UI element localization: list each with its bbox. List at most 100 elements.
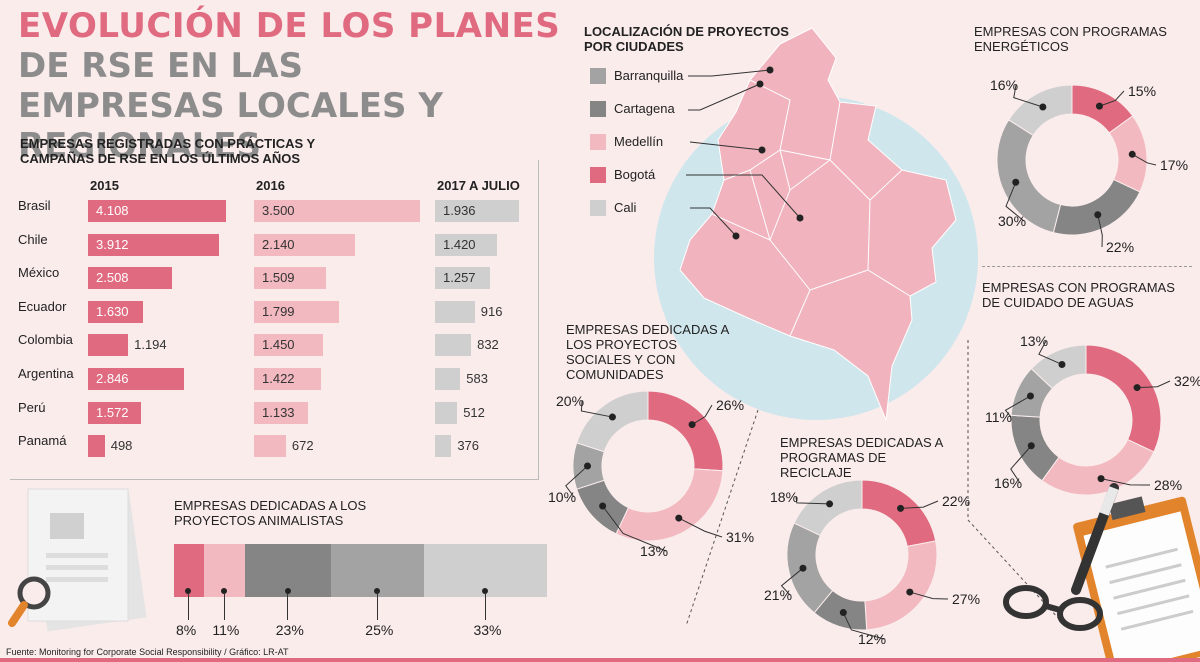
legend-label: Bogotá (614, 167, 656, 182)
slice-marker (584, 462, 591, 470)
divider-vertical (538, 160, 539, 480)
slice-percent-label: 16% (994, 475, 1022, 491)
bar-0 (88, 233, 220, 256)
country-label: Argentina (18, 366, 74, 381)
slice-leader (795, 496, 830, 505)
slice-marker (599, 502, 607, 510)
slice-leader (1004, 395, 1031, 418)
bar-0 (88, 267, 173, 290)
country-label: Panamá (18, 433, 67, 449)
slice-marker (688, 421, 696, 429)
donut-5: 22% 27% 12% 21% 18% (764, 479, 980, 647)
segment-percent-label: 11% (212, 622, 240, 638)
bar-value-label: 1.194 (134, 337, 167, 353)
bar-0 (88, 334, 129, 357)
slice-leader (602, 505, 667, 552)
slice-marker (799, 564, 807, 572)
bar-0 (88, 200, 226, 222)
segment-leader (376, 594, 378, 620)
bar-2 (435, 435, 452, 458)
segment-leader (287, 594, 289, 620)
slice-leader (1013, 84, 1044, 108)
legend-label: Medellín (614, 134, 664, 149)
slice-marker (1128, 150, 1136, 158)
bar-0 (88, 401, 141, 424)
bar-1 (254, 200, 420, 222)
legend-label: Barranquilla (614, 68, 684, 83)
segment-marker (482, 588, 489, 594)
map-regions (711, 79, 911, 337)
legend-swatch (590, 134, 606, 150)
animal-chart-title: EMPRESAS DEDICADAS A LOS PROYECTOS ANIMA… (174, 498, 367, 528)
slice-percent-label: 32% (1174, 373, 1200, 389)
slice-leader (565, 465, 588, 498)
country-label: Chile (18, 231, 48, 247)
bar-value-label: 3.912 (96, 236, 129, 252)
slice-percent-label: 27% (952, 591, 980, 607)
segment-marker (221, 588, 228, 594)
slice-leader (909, 591, 949, 600)
slice-percent-label: 21% (764, 587, 792, 603)
bar-2 (435, 334, 472, 357)
column-header-1: 2016 (256, 178, 285, 193)
bar-value-label: 832 (477, 337, 499, 353)
slice-percent-label: 22% (942, 493, 970, 509)
map-country-shape (679, 27, 957, 421)
slice-leader (842, 612, 885, 640)
slice-percent-label: 15% (1128, 83, 1156, 99)
divider-horizontal (10, 479, 539, 480)
documents-illustration (8, 488, 147, 632)
bar-0 (88, 368, 184, 390)
slice-leader (780, 567, 804, 596)
slice-leader (1038, 340, 1063, 365)
bar-1 (254, 300, 340, 323)
bar-1 (254, 334, 323, 357)
slice-percent-label: 20% (556, 393, 584, 409)
bar-2 (435, 233, 497, 256)
bar-value-label: 1.133 (262, 404, 295, 420)
slice-marker (826, 500, 834, 508)
slice-percent-label: 16% (990, 77, 1018, 93)
bar-value-label: 3.500 (262, 203, 295, 218)
recycling-title: EMPRESAS DEDICADAS A PROGRAMAS DE RECICL… (780, 435, 943, 480)
energy-divider (982, 266, 1192, 267)
legend-label: Cali (614, 200, 637, 215)
main-title: EVOLUCIÓN DE LOS PLANES (18, 6, 561, 46)
column-header-2: 2017 A JULIO (437, 178, 520, 193)
segment-marker (374, 588, 381, 594)
slice-marker (839, 609, 847, 617)
slice-percent-label: 13% (640, 543, 668, 559)
bar-2 (435, 267, 490, 290)
bar-2 (435, 300, 475, 323)
slice-percent-label: 12% (858, 631, 886, 647)
slice-leader (1131, 153, 1157, 166)
country-label: Ecuador (18, 298, 67, 314)
donut-3: 32% 28% 16% 11% 13% (985, 333, 1200, 496)
legend-swatch (590, 167, 606, 183)
slice-leader (1099, 90, 1125, 107)
bar-value-label: 498 (110, 438, 133, 454)
slice-leader (1100, 478, 1151, 486)
bar-value-label: 1.257 (443, 270, 476, 286)
slice-leader (1097, 214, 1103, 248)
slice-marker (608, 413, 616, 421)
social-title: EMPRESAS DEDICADAS A LOS PROYECTOS SOCIA… (566, 322, 729, 382)
bar-2 (435, 401, 458, 424)
country-label: Perú (18, 399, 46, 415)
slice-marker (1026, 392, 1034, 400)
slice-leader (900, 500, 939, 509)
donut-4: 26% 31% 13% 10% 20% (548, 390, 754, 559)
column-header-0: 2015 (90, 178, 119, 193)
map-title: LOCALIZACIÓN DE PROYECTOS POR CIUDADES (584, 24, 789, 54)
slice-marker (1012, 178, 1020, 186)
slice-percent-label: 22% (1106, 239, 1134, 255)
segment-leader (223, 594, 225, 620)
segment-leader (187, 594, 189, 620)
slice-percent-label: 17% (1160, 157, 1188, 173)
segment-marker (185, 588, 191, 594)
colombia-map (654, 27, 978, 421)
segment-marker (284, 588, 291, 594)
slice-marker (1097, 475, 1105, 483)
bar-value-label: 2.508 (96, 270, 129, 286)
